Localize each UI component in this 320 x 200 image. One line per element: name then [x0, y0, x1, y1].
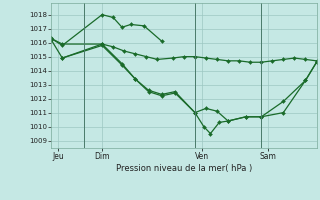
X-axis label: Pression niveau de la mer( hPa ): Pression niveau de la mer( hPa ) — [116, 164, 252, 173]
